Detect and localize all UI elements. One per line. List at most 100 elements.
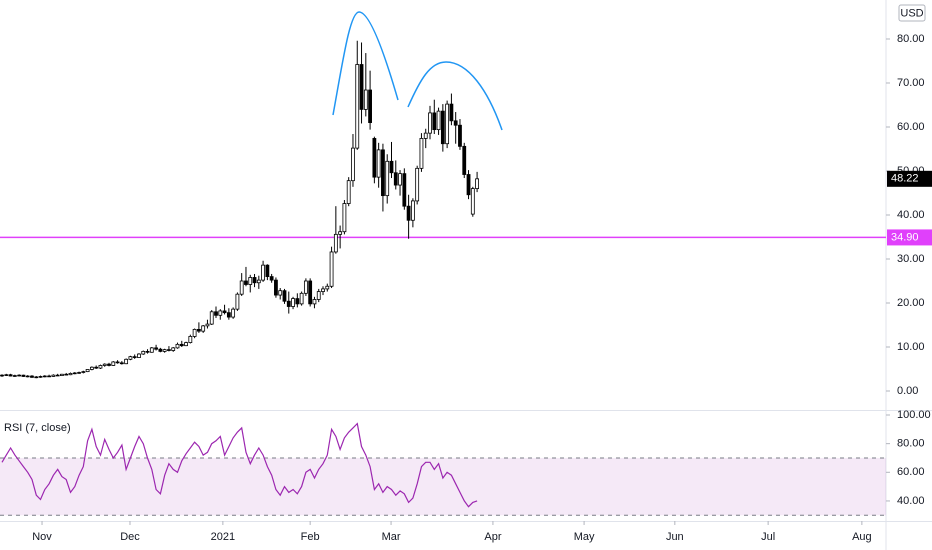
rsi-line [1, 422, 478, 508]
rsi-y-tick-label: 100.00 [897, 409, 931, 421]
candle-body [248, 277, 253, 285]
candle-body [312, 299, 317, 305]
candle-body [436, 110, 441, 131]
candle-body [475, 178, 479, 189]
candle-body [167, 349, 171, 351]
candle-body [440, 110, 445, 145]
candle-body [184, 342, 188, 347]
y-tick-label: 80.00 [897, 33, 925, 45]
candle-body [432, 112, 437, 131]
candle-body [188, 336, 193, 343]
candle-body [338, 231, 343, 235]
candle-body [4, 374, 9, 376]
candle-body [222, 310, 227, 314]
candle-body [368, 89, 372, 123]
candle-body [145, 350, 150, 353]
x-tick-label: Apr [484, 531, 501, 543]
candle-body [119, 362, 124, 365]
candle-body [51, 374, 56, 377]
candle-body [303, 280, 308, 294]
candle-body [42, 375, 47, 378]
candle-body [218, 310, 223, 316]
candle-body [423, 132, 428, 139]
candle-body [128, 356, 133, 360]
y-tick-label: 30.00 [897, 253, 925, 265]
candle-body [149, 347, 154, 353]
candle-body [25, 375, 30, 378]
candle-body [115, 361, 120, 364]
x-tick-label: Mar [382, 531, 401, 543]
rsi-y-tick-label: 60.00 [897, 466, 925, 478]
candle-body [462, 145, 467, 175]
y-tick-label: 40.00 [897, 209, 925, 221]
drawing-right [407, 61, 503, 131]
candle-body [470, 188, 475, 215]
candle-body [231, 308, 236, 318]
candle-body [376, 149, 381, 178]
last-price-label: 48.22 [891, 173, 919, 185]
candle-body [466, 174, 471, 196]
x-tick-label: Jun [666, 531, 684, 543]
candle-body [269, 276, 274, 281]
candle-body [60, 373, 64, 376]
candle-body [141, 350, 146, 355]
x-tick-label: Aug [852, 531, 872, 543]
candle-body [398, 173, 402, 186]
candle-body [209, 311, 214, 325]
candle-body [274, 279, 278, 296]
candle-body [402, 173, 407, 207]
candle-body [171, 347, 176, 351]
candle-body [77, 372, 81, 374]
candle-body [132, 356, 137, 358]
candle-body [385, 160, 390, 197]
candle-body [286, 300, 291, 307]
candle-body [154, 347, 158, 350]
candle-body [17, 374, 22, 377]
candle-body [406, 205, 411, 221]
y-tick-label: 0.00 [897, 385, 918, 397]
x-tick-label: May [574, 531, 595, 543]
candle-body [47, 375, 51, 378]
x-tick-label: Jul [761, 531, 775, 543]
candle-body [453, 120, 458, 126]
price-line-badge [887, 229, 932, 246]
candle-body [346, 180, 351, 204]
candle-body [175, 343, 180, 349]
candle-body [158, 348, 163, 352]
candle-body [98, 365, 103, 369]
x-tick-label: Dec [120, 531, 140, 543]
candle-body [102, 363, 107, 366]
candle-body [89, 366, 94, 370]
candle-body [261, 264, 265, 281]
candle-body [81, 371, 86, 373]
plot: Nov Dec 2021 Feb Mar Apr May Jun Jul Aug 0.00 10.00… [0, 33, 932, 543]
candle-body [428, 112, 432, 134]
x-tick-label: Feb [301, 531, 320, 543]
candle-body [34, 376, 39, 379]
x-tick-label: 2021 [211, 531, 235, 543]
candle-body [38, 376, 43, 378]
last-price-badge [887, 170, 932, 187]
candle-body [359, 64, 364, 110]
candle-body [214, 311, 218, 316]
candle-body [12, 375, 17, 377]
candle-body [415, 167, 420, 202]
candle-body [64, 373, 69, 376]
candle-body [256, 279, 261, 284]
rsi-title: RSI (7, close) [4, 422, 71, 434]
candle-body [278, 290, 283, 296]
y-tick-label: 20.00 [897, 297, 925, 309]
candle-body [316, 291, 321, 300]
candle-body [21, 374, 26, 377]
candle-body [137, 353, 141, 358]
currency-box[interactable] [898, 4, 926, 22]
candle-body [124, 358, 129, 365]
candle-body [201, 325, 206, 332]
candle-body [205, 323, 210, 327]
candle-body [196, 328, 201, 332]
candle-body [355, 64, 360, 149]
y-tick-label: 10.00 [897, 341, 925, 353]
candle-body [8, 374, 13, 377]
candle-body [325, 285, 330, 290]
rsi-band-fill [0, 457, 886, 516]
